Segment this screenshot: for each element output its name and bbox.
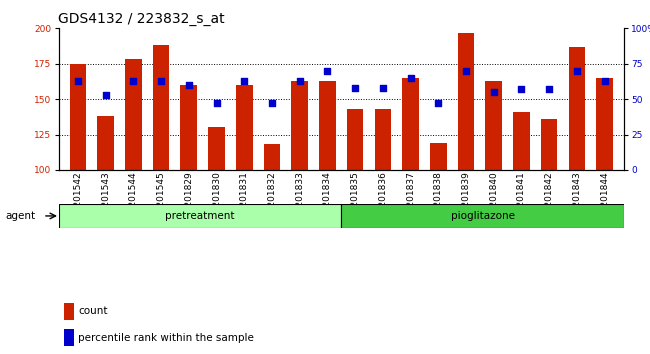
- Text: GDS4132 / 223832_s_at: GDS4132 / 223832_s_at: [58, 12, 225, 26]
- Point: [599, 78, 610, 84]
- Bar: [458, 33, 474, 170]
- Point: [544, 86, 554, 92]
- Point: [183, 82, 194, 88]
- Point: [516, 86, 526, 92]
- Bar: [430, 143, 447, 170]
- Point: [461, 68, 471, 74]
- Bar: [347, 109, 363, 170]
- Bar: [264, 144, 280, 170]
- Point: [294, 78, 305, 84]
- Bar: [341, 204, 624, 228]
- Text: pretreatment: pretreatment: [165, 211, 235, 221]
- Bar: [402, 78, 419, 170]
- Point: [266, 101, 277, 106]
- Bar: [153, 45, 170, 170]
- Point: [156, 78, 166, 84]
- Point: [322, 68, 333, 74]
- Point: [211, 101, 222, 106]
- Bar: [513, 112, 530, 170]
- Point: [406, 75, 416, 81]
- Point: [572, 68, 582, 74]
- Point: [350, 85, 360, 91]
- Point: [100, 92, 110, 98]
- Bar: [486, 81, 502, 170]
- Text: percentile rank within the sample: percentile rank within the sample: [78, 333, 254, 343]
- Bar: [569, 47, 585, 170]
- Point: [239, 78, 250, 84]
- Bar: [64, 329, 74, 346]
- Bar: [208, 127, 225, 170]
- Bar: [64, 303, 74, 320]
- Bar: [596, 78, 613, 170]
- Bar: [319, 81, 335, 170]
- Bar: [374, 109, 391, 170]
- Point: [73, 78, 83, 84]
- Point: [378, 85, 388, 91]
- Bar: [98, 116, 114, 170]
- Bar: [541, 119, 558, 170]
- Bar: [236, 85, 253, 170]
- Bar: [291, 81, 308, 170]
- Bar: [125, 59, 142, 170]
- Text: pioglitazone: pioglitazone: [450, 211, 515, 221]
- Point: [128, 78, 138, 84]
- Bar: [58, 204, 341, 228]
- Bar: [70, 64, 86, 170]
- Point: [489, 89, 499, 95]
- Text: count: count: [78, 306, 108, 316]
- Bar: [181, 85, 197, 170]
- Point: [433, 101, 443, 106]
- Text: agent: agent: [6, 211, 36, 221]
